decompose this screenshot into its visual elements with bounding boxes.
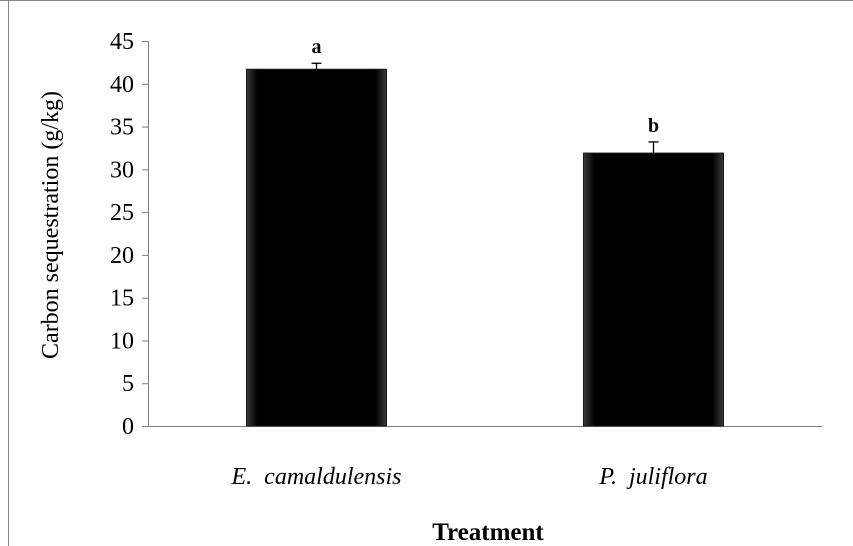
- x-tick-label: P. juliflora: [598, 464, 707, 490]
- y-tick-label: 15: [110, 286, 134, 312]
- y-tick-label: 10: [110, 328, 134, 354]
- y-axis-title: Carbon sequestration (g/kg): [38, 91, 64, 359]
- y-tick-label: 5: [122, 371, 134, 397]
- significance-label: b: [648, 115, 659, 137]
- y-tick-label: 45: [110, 29, 134, 55]
- bar: [583, 152, 724, 427]
- x-axis-title: Treatment: [432, 519, 544, 546]
- y-tick-label: 35: [110, 115, 134, 141]
- y-tick-label: 30: [110, 157, 134, 183]
- plot-area: 0 5 10 15 20 25 30 35 40 45 a E. camaldulensis b P. j…: [110, 29, 822, 490]
- y-tick-label: 20: [110, 243, 134, 269]
- significance-label: a: [312, 36, 322, 58]
- x-tick-label: E. camaldulensis: [231, 464, 402, 490]
- y-tick-label: 40: [110, 72, 134, 98]
- y-tick-label: 0: [122, 414, 134, 440]
- bar: [246, 68, 387, 427]
- y-tick-label: 25: [110, 200, 134, 226]
